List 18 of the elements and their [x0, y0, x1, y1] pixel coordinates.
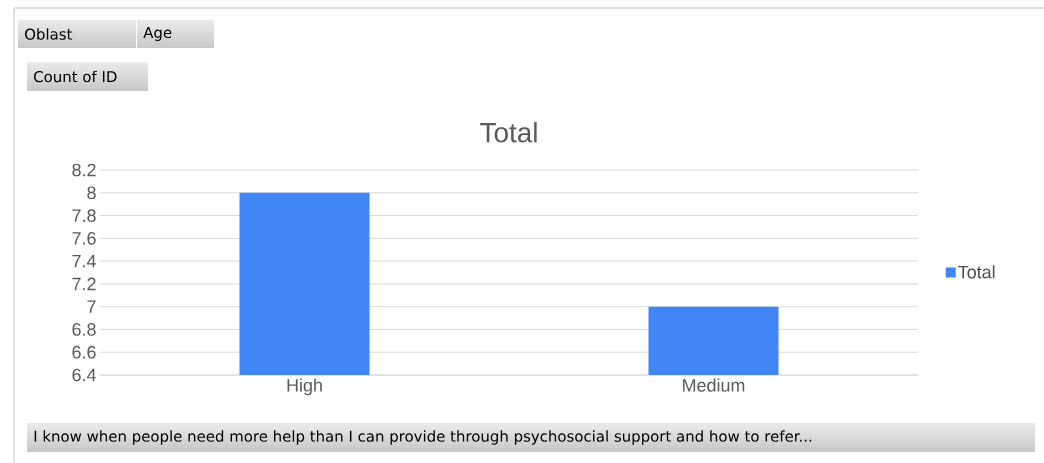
y-tick-label: 7	[87, 300, 96, 313]
y-tick-label: 7.6	[72, 231, 96, 245]
y-tick-label: 8.2	[72, 163, 96, 177]
text: Oblast	[25, 28, 73, 40]
y-tick-label: 7.4	[72, 254, 96, 268]
y-tick-label: 6.6	[72, 345, 96, 359]
legend-label: Total	[958, 265, 995, 279]
x-tick-label: Medium	[683, 378, 745, 392]
text: Count of ID	[34, 70, 117, 83]
y-tick-label: 6.4	[72, 368, 96, 382]
y-tick-label: 8	[87, 186, 96, 200]
x-tick-label: High	[287, 378, 322, 396]
y-tick-label: 6.8	[72, 323, 96, 336]
text: I know when people need more help than I can provide through psychosocial support and how to refer...	[34, 430, 812, 445]
chart-title: Total	[480, 122, 537, 143]
y-tick-label: 7.8	[72, 209, 96, 222]
text: Age	[143, 27, 172, 41]
y-tick-label: 7.2	[72, 277, 96, 291]
